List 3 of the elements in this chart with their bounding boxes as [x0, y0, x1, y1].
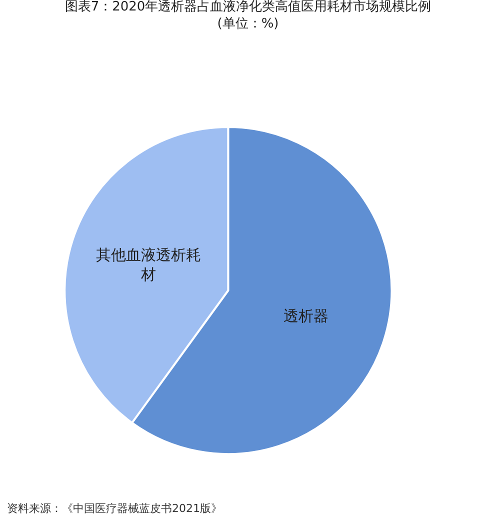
text: 资料来源：《中国医疗器械蓝皮书2021版》 — [7, 502, 222, 515]
slice-label: 透析器 — [283, 306, 328, 325]
slice-label: 其他血液透析耗材 — [96, 246, 201, 284]
